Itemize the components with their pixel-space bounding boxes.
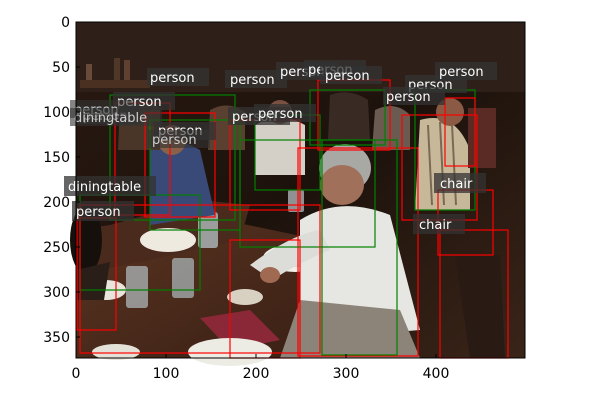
detection-label: person xyxy=(325,69,370,84)
y-tick-label: 100 xyxy=(43,105,70,121)
detection-tag: diningtable xyxy=(64,176,156,196)
detection-label: chair xyxy=(419,218,452,233)
detection-tag: person xyxy=(383,87,445,105)
detection-box xyxy=(444,97,476,167)
detection-label: diningtable xyxy=(74,111,147,126)
y-tick-label: 300 xyxy=(43,285,70,301)
detection-tag: diningtable xyxy=(70,108,162,126)
x-tick-label: 200 xyxy=(243,366,270,382)
detection-tag: person xyxy=(254,104,316,122)
detection-box xyxy=(144,112,216,218)
y-tick-label: 50 xyxy=(52,60,70,76)
x-tick-label: 300 xyxy=(333,366,360,382)
detection-tag: person xyxy=(320,66,382,84)
detection-label: person xyxy=(76,205,121,220)
detection-label: person xyxy=(258,107,303,122)
detection-label: person xyxy=(386,90,431,105)
detection-tag: chair xyxy=(434,173,486,193)
detection-label: person xyxy=(152,133,197,148)
detection-tag: person xyxy=(148,130,210,148)
detection-tag: person xyxy=(225,70,287,88)
detection-box xyxy=(239,139,376,248)
y-tick-label: 250 xyxy=(43,240,70,256)
x-tick-label: 400 xyxy=(423,366,450,382)
detection-tag: chair xyxy=(413,214,465,234)
detection-tag: person xyxy=(72,201,134,221)
x-tick-label: 100 xyxy=(153,366,180,382)
detection-label: diningtable xyxy=(68,180,141,195)
x-tick-label: 0 xyxy=(72,366,81,382)
detection-label: person xyxy=(150,71,195,86)
detection-label: person xyxy=(230,73,275,88)
y-tick-label: 200 xyxy=(43,195,70,211)
detection-tag: person xyxy=(147,68,209,86)
axes-frame xyxy=(75,21,526,359)
detection-box xyxy=(297,147,419,357)
y-tick-label: 0 xyxy=(61,15,70,31)
y-axis: 0 50 100 150 200 250 300 350 xyxy=(43,15,80,346)
detection-label: chair xyxy=(440,177,473,192)
detection-box xyxy=(79,204,321,354)
detection-tag: person xyxy=(435,62,497,80)
x-axis: 0 100 200 300 400 xyxy=(72,354,450,382)
y-tick-label: 150 xyxy=(43,150,70,166)
detection-labels: person person person person person perso… xyxy=(64,60,497,234)
detection-label: person xyxy=(439,65,484,80)
y-tick-label: 350 xyxy=(43,330,70,346)
